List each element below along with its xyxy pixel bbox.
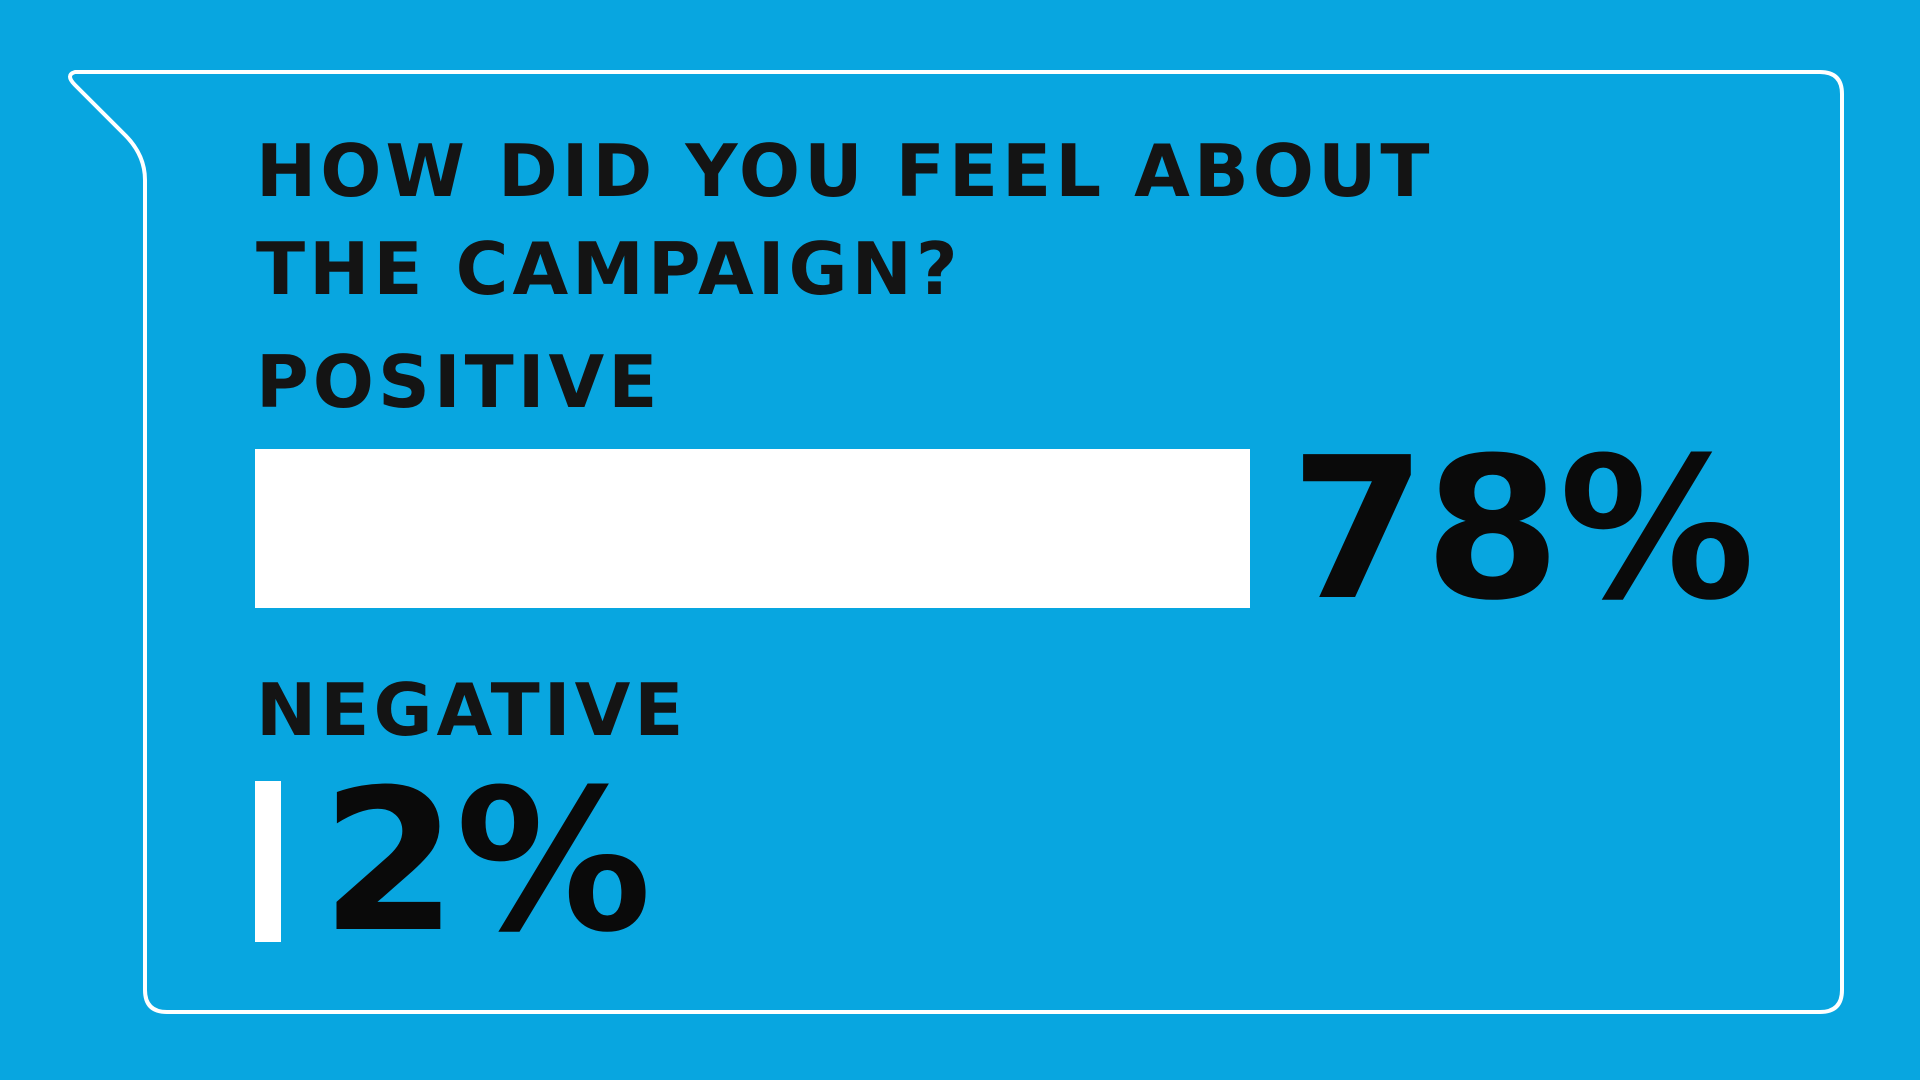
value-label-negative: 2% xyxy=(321,748,652,976)
chart-title: HOW DID YOU FEEL ABOUT THE CAMPAIGN? xyxy=(256,129,1434,311)
bar-positive xyxy=(255,449,1250,608)
category-label-negative: NEGATIVE xyxy=(256,668,688,752)
category-label-positive: POSITIVE xyxy=(256,340,662,424)
bar-negative xyxy=(255,781,281,942)
value-label-positive: 78% xyxy=(1290,416,1755,644)
